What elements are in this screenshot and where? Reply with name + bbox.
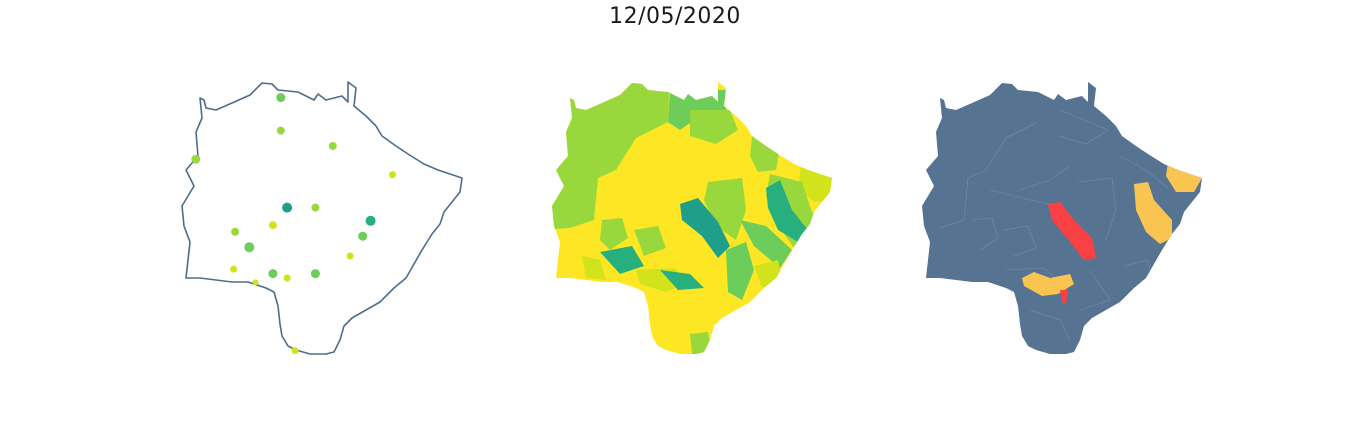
region-west-yg	[582, 256, 606, 280]
dot-d18	[252, 279, 259, 286]
region-mid-west-lg	[634, 226, 666, 256]
dot-d6	[282, 202, 293, 213]
dot-d12	[358, 231, 368, 241]
state-outline	[181, 81, 463, 355]
region-center-south	[726, 242, 754, 300]
dot-d5	[389, 171, 397, 179]
dot-d4	[191, 154, 201, 164]
dot-map	[181, 81, 463, 355]
dot-d2	[276, 126, 285, 135]
risk-map-panel	[910, 70, 1210, 370]
dot-d9	[268, 221, 277, 230]
region-orange-east	[1134, 182, 1172, 244]
dot-d16	[283, 274, 291, 282]
dot-d3	[328, 142, 337, 150]
region-center-green	[704, 178, 746, 240]
choropleth-panel	[540, 70, 840, 370]
region-red-center	[1048, 202, 1096, 260]
dots-layer	[191, 93, 397, 355]
dot-d15	[268, 269, 278, 279]
region-northwest	[552, 82, 670, 230]
region-east-teal	[766, 180, 808, 242]
dot-map-panel	[170, 70, 470, 370]
dot-d13	[346, 252, 354, 260]
region-north-strip	[690, 110, 738, 144]
dot-d14	[230, 265, 238, 273]
dot-d19	[291, 347, 299, 355]
region-boundaries	[939, 109, 1169, 341]
region-west-green	[600, 218, 628, 250]
figure-title: 12/05/2020	[609, 4, 741, 29]
region-red-south	[1060, 290, 1068, 304]
dot-d17	[310, 269, 320, 279]
region-center-dark	[680, 198, 730, 258]
choropleth-map	[552, 82, 832, 354]
dot-d11	[244, 242, 255, 253]
risk-map	[922, 82, 1202, 354]
region-east-strip	[740, 220, 792, 268]
dot-d7	[311, 203, 320, 212]
region-south-teal	[660, 270, 704, 290]
dot-d10	[231, 227, 240, 236]
region-west-teal	[600, 246, 644, 274]
dot-d1	[276, 93, 286, 103]
dot-d8	[365, 215, 376, 226]
